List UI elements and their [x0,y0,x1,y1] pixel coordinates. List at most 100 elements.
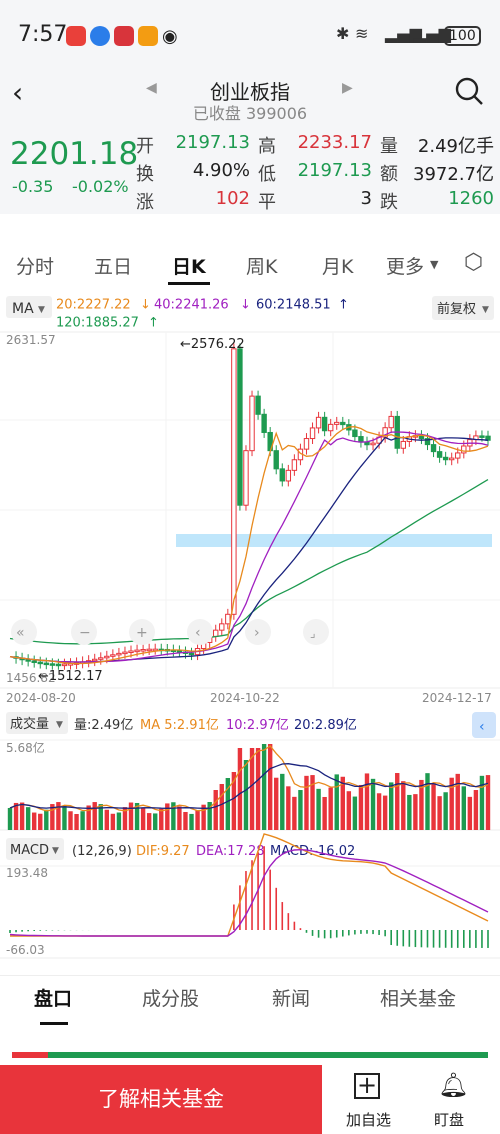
tab-related-funds[interactable]: 相关基金 [380,988,457,1010]
candle-body [231,348,237,615]
volume-bar [413,794,418,830]
svg-text:‹: ‹ [195,625,201,641]
quote-value: 1260 [448,188,494,209]
price-min-label: 1456.82 [6,671,56,685]
prev-icon[interactable]: ◀ [146,80,157,96]
candle-body [448,457,455,461]
volume-bar [165,803,170,830]
ma40-line [9,431,489,663]
tab-constituents[interactable]: 成分股 [142,988,200,1010]
volume-bar [310,775,315,830]
candle-body [128,650,134,653]
tab-news[interactable]: 新闻 [272,988,311,1010]
volume-bar [213,790,218,830]
quote-value: 2.49亿手 [417,136,494,157]
pan-left-all-icon[interactable] [11,619,37,645]
pan-left-icon[interactable] [187,619,213,645]
volume-bar [358,784,364,830]
volume-bar [467,796,473,830]
ma120-up-icon: ↑ [148,316,159,331]
candle-body [303,438,310,450]
back-icon[interactable]: ‹ [12,76,24,109]
macd-dif: DIF:9.27 [136,844,190,859]
volume-bar [328,787,333,830]
candle-body [243,450,249,506]
quote-key: 低 [258,164,276,185]
watch-label[interactable]: 盯盘 [434,1111,465,1129]
candle-body [340,421,346,426]
candle-body [146,648,152,652]
candle-body [436,451,443,458]
pan-right-icon[interactable] [245,619,271,645]
volume-bar [437,796,442,830]
volume-bar [280,773,285,830]
support-band [176,534,492,547]
volume-bar [479,775,485,830]
bell-icon[interactable]: 🔔︎ [438,1071,469,1099]
volume-bar [274,777,279,830]
candle-body [237,348,243,506]
tab-weekly-k[interactable]: 周K [246,256,278,278]
bluetooth-icon: ✱ [336,24,350,43]
quote-value: 3972.7亿 [413,164,494,185]
tab-daily-k[interactable]: 日K [172,256,206,278]
volume-bar [292,796,297,830]
svg-text:−: − [79,625,91,641]
change-percent: -0.02% [72,177,129,196]
candle-body [291,459,298,471]
volume-bar [364,773,370,830]
tab-handicap[interactable]: 盘口 [34,988,73,1010]
candle-body [25,659,31,662]
settings-icon[interactable]: ⬡ [464,250,484,275]
tab-more[interactable]: 更多 [386,256,425,278]
quote-key: 高 [258,136,276,157]
volume-bar [255,748,261,830]
collapse-button[interactable] [472,712,496,738]
volume-label: 成交量 [10,716,49,732]
candle-body [104,655,110,659]
zoom-in-icon[interactable] [129,619,155,645]
adjust-selector[interactable] [432,296,494,320]
volume-bar [140,808,146,830]
tab-monthly-k[interactable]: 月K [322,256,354,278]
candle-body [352,429,358,438]
info-tab-underline [40,1022,68,1025]
ma20-value: 20:2227.22 [56,298,131,313]
volume-bar [286,786,291,830]
add-watchlist-icon[interactable]: + [354,1073,380,1099]
candle-body [442,456,449,461]
candle-body [327,423,334,432]
tab-intraday[interactable]: 分时 [16,256,55,278]
ma120-value: 120:1885.27 [56,316,139,331]
candle-body [37,661,43,665]
macd-selector[interactable] [6,838,64,860]
learn-funds-button[interactable]: 了解相关基金 [0,1065,322,1134]
search-icon[interactable] [454,76,484,106]
zoom-out-icon[interactable] [71,619,97,645]
volume-bar [395,773,400,830]
svg-text:›: › [254,625,260,641]
ma-selector[interactable] [6,296,52,318]
volume-bar [461,786,466,830]
volume-ma5-line [9,745,489,812]
fullscreen-icon[interactable] [303,619,329,645]
volume-bar [25,807,31,830]
volume-selector[interactable] [6,712,68,734]
high-marker: ←2576.22 [180,337,245,352]
huawei-icon [114,26,134,46]
volume-bar [183,811,188,830]
add-watchlist-label[interactable]: 加自选 [346,1111,392,1129]
volume-bar [455,773,460,830]
volume-ma10: 10:2.97亿 [226,718,289,733]
tab-5day[interactable]: 五日 [94,256,133,278]
adjust-label: 前复权 [437,301,476,317]
battery-indicator: 100 [444,26,481,46]
quote-panel: 2201.18 -0.35 -0.02% 开 2197.13 高 2233.17 量 2.… [0,122,500,214]
next-icon[interactable]: ▶ [342,80,353,96]
last-price: 2201.18 [10,136,139,172]
page-subtitle: 已收盘 399006 [192,104,308,123]
volume-bar [237,748,243,830]
collapse-icon: ‹ [479,719,485,735]
kline-chart[interactable]: MA ▼ 20:2227.22 ↓ 40:2241.26 ↓ 60:2148.5… [0,290,500,970]
volume-bar [207,802,212,830]
